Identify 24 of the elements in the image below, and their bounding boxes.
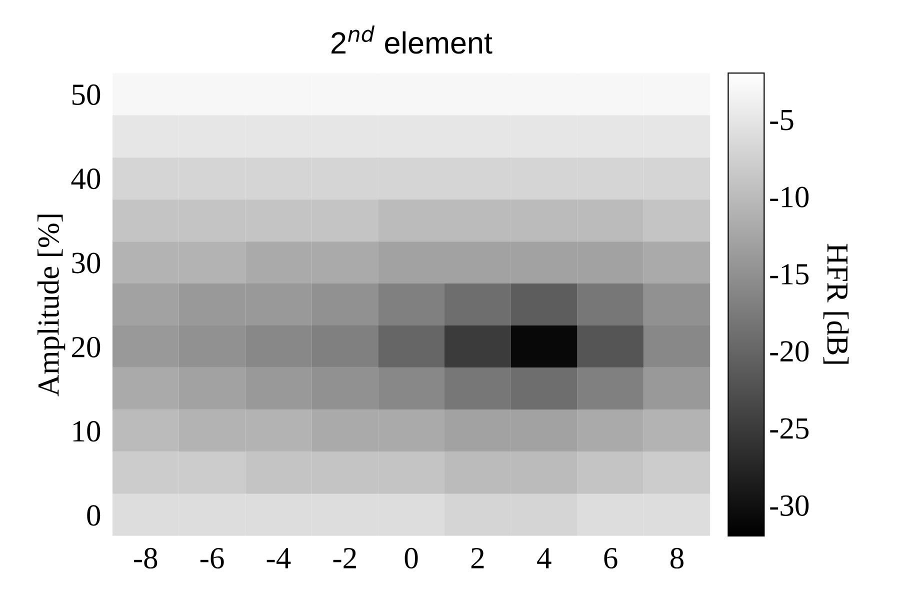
x-tick-label: 8 bbox=[670, 548, 684, 569]
color-bar-label: -10 bbox=[770, 186, 809, 208]
x-tick-label: 2 bbox=[471, 548, 484, 568]
color-bar-label: -5 bbox=[770, 110, 794, 130]
color-bar-label: -25 bbox=[770, 418, 809, 439]
y-tick-label: 50 bbox=[72, 84, 100, 106]
chart-title: 2$^{nd}$ element bbox=[332, 26, 492, 54]
x-tick-label: -2 bbox=[333, 548, 356, 568]
y-tick-label: 0 bbox=[87, 505, 100, 526]
x-tick-label: 0 bbox=[404, 548, 418, 569]
color-bar-title: HFR [dB] bbox=[823, 244, 849, 364]
y-axis-title: Amplitude [%] bbox=[37, 214, 66, 396]
x-tick-label: -6 bbox=[200, 548, 224, 569]
x-tick-label: 6 bbox=[604, 548, 618, 569]
color-bar-label: -30 bbox=[770, 495, 809, 516]
x-tick-label: -4 bbox=[266, 548, 291, 568]
color-bar-label: -20 bbox=[770, 341, 809, 362]
y-tick-label: 30 bbox=[72, 252, 100, 274]
y-tick-label: 40 bbox=[71, 168, 100, 190]
y-tick-label: 10 bbox=[73, 421, 100, 442]
color-bar-label: -15 bbox=[770, 264, 809, 285]
x-tick-label: -8 bbox=[134, 548, 158, 569]
x-tick-label: 4 bbox=[537, 548, 552, 568]
y-tick-label: 20 bbox=[72, 336, 100, 358]
